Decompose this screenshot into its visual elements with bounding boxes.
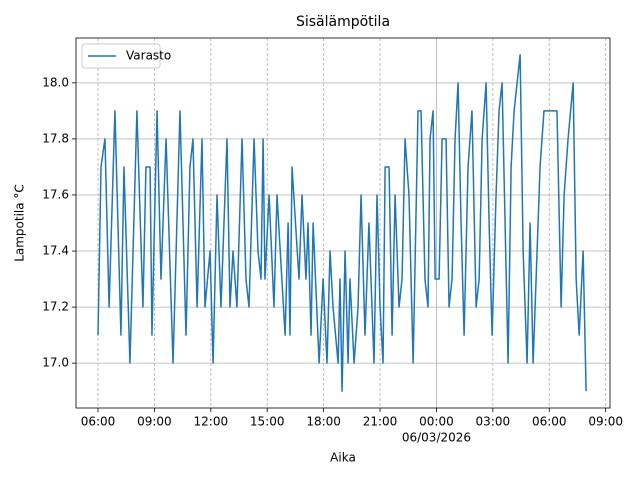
x-tick-label: 09:00	[588, 415, 623, 429]
legend-box	[81, 43, 161, 69]
x-tick-label: 18:00	[306, 415, 341, 429]
y-tick-label: 17.6	[42, 187, 69, 201]
y-tick-label: 17.4	[42, 244, 69, 258]
x-tick-label: 06:00	[81, 415, 116, 429]
y-tick-label: 17.8	[42, 131, 69, 145]
data-line	[97, 54, 587, 392]
y-tick-label: 17.0	[42, 356, 69, 370]
x-tick-label: 15:00	[250, 415, 285, 429]
x-tick-label: 21:00	[363, 415, 398, 429]
x-tick-label: 00:00	[419, 415, 454, 429]
x-tick-label: 09:00	[137, 415, 172, 429]
plot-frame	[75, 37, 611, 409]
legend-label: Varasto	[126, 49, 171, 63]
x-tick-label: 06:00	[532, 415, 567, 429]
x-tick-date: 06/03/2026	[402, 431, 471, 445]
x-tick-label: 03:00	[476, 415, 511, 429]
x-tick-label: 12:00	[194, 415, 229, 429]
chart-title: Sisälämpötila	[296, 14, 390, 30]
y-axis-label: Lampotila °C	[13, 184, 27, 262]
x-axis-label: Aika	[330, 451, 356, 465]
y-tick-label: 18.0	[42, 75, 69, 89]
y-tick-label: 17.2	[42, 300, 69, 314]
